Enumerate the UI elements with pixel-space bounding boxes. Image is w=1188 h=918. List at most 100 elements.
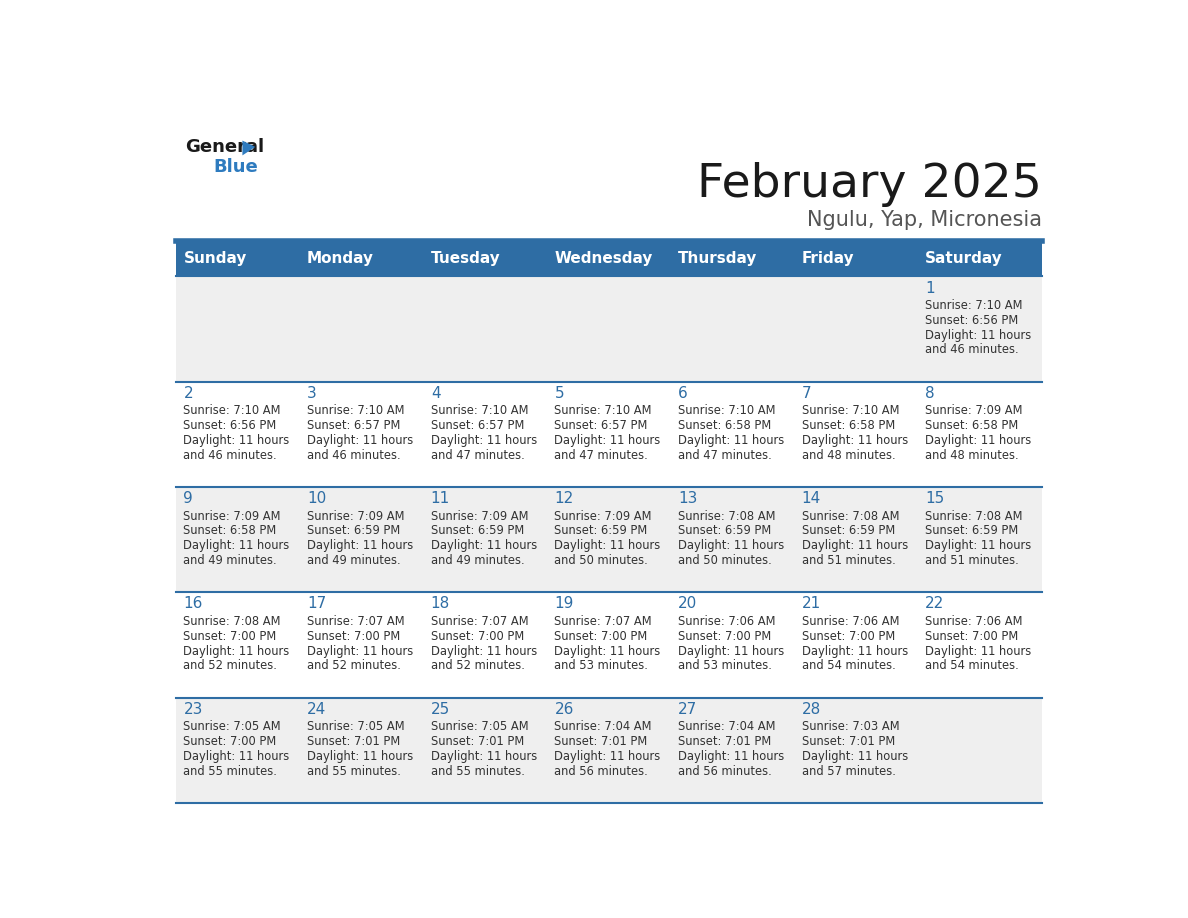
Text: Sunrise: 7:10 AM: Sunrise: 7:10 AM	[678, 404, 776, 417]
Text: Sunrise: 7:10 AM: Sunrise: 7:10 AM	[308, 404, 405, 417]
Text: Sunrise: 7:10 AM: Sunrise: 7:10 AM	[925, 299, 1023, 312]
Text: Daylight: 11 hours: Daylight: 11 hours	[678, 539, 784, 553]
Text: Sunset: 6:57 PM: Sunset: 6:57 PM	[431, 419, 524, 432]
Text: Sunset: 6:57 PM: Sunset: 6:57 PM	[308, 419, 400, 432]
Text: February 2025: February 2025	[696, 162, 1042, 207]
Text: Daylight: 11 hours: Daylight: 11 hours	[431, 434, 537, 447]
Bar	[299, 487, 423, 592]
Text: 15: 15	[925, 491, 944, 506]
Bar	[671, 698, 795, 803]
Text: 9: 9	[183, 491, 194, 506]
Text: Daylight: 11 hours: Daylight: 11 hours	[555, 434, 661, 447]
Text: Sunset: 7:01 PM: Sunset: 7:01 PM	[555, 735, 647, 748]
Text: Daylight: 11 hours: Daylight: 11 hours	[183, 434, 290, 447]
Bar	[423, 487, 546, 592]
Text: 4: 4	[431, 386, 441, 401]
Text: and 49 minutes.: and 49 minutes.	[431, 554, 524, 567]
Text: 18: 18	[431, 597, 450, 611]
Bar	[918, 698, 1042, 803]
Bar	[671, 276, 795, 382]
Text: 11: 11	[431, 491, 450, 506]
Text: and 55 minutes.: and 55 minutes.	[431, 765, 525, 778]
Text: Sunset: 7:01 PM: Sunset: 7:01 PM	[431, 735, 524, 748]
Text: 26: 26	[555, 701, 574, 717]
Bar	[795, 698, 918, 803]
Text: Saturday: Saturday	[925, 252, 1003, 266]
Text: and 48 minutes.: and 48 minutes.	[802, 449, 896, 462]
Text: Sunrise: 7:05 AM: Sunrise: 7:05 AM	[308, 721, 405, 733]
Polygon shape	[242, 140, 255, 155]
Text: Sunrise: 7:08 AM: Sunrise: 7:08 AM	[802, 509, 899, 522]
Text: Sunrise: 7:09 AM: Sunrise: 7:09 AM	[925, 404, 1023, 417]
Bar	[795, 592, 918, 698]
Text: 7: 7	[802, 386, 811, 401]
Text: 19: 19	[555, 597, 574, 611]
Text: Daylight: 11 hours: Daylight: 11 hours	[431, 644, 537, 657]
Bar	[918, 382, 1042, 487]
Bar	[795, 241, 918, 276]
Bar	[918, 276, 1042, 382]
Text: Daylight: 11 hours: Daylight: 11 hours	[183, 750, 290, 763]
Text: Sunset: 7:00 PM: Sunset: 7:00 PM	[802, 630, 895, 643]
Text: Daylight: 11 hours: Daylight: 11 hours	[678, 644, 784, 657]
Text: Daylight: 11 hours: Daylight: 11 hours	[802, 434, 908, 447]
Text: Daylight: 11 hours: Daylight: 11 hours	[802, 644, 908, 657]
Text: Sunrise: 7:09 AM: Sunrise: 7:09 AM	[431, 509, 529, 522]
Bar	[176, 241, 299, 276]
Text: 2: 2	[183, 386, 194, 401]
Text: and 46 minutes.: and 46 minutes.	[183, 449, 277, 462]
Bar	[546, 698, 671, 803]
Text: Sunrise: 7:09 AM: Sunrise: 7:09 AM	[555, 509, 652, 522]
Bar	[423, 276, 546, 382]
Bar	[918, 487, 1042, 592]
Text: Sunset: 7:00 PM: Sunset: 7:00 PM	[555, 630, 647, 643]
Text: Sunrise: 7:03 AM: Sunrise: 7:03 AM	[802, 721, 899, 733]
Text: 22: 22	[925, 597, 944, 611]
Text: Daylight: 11 hours: Daylight: 11 hours	[678, 434, 784, 447]
Text: and 47 minutes.: and 47 minutes.	[431, 449, 525, 462]
Text: and 49 minutes.: and 49 minutes.	[308, 554, 400, 567]
Text: Sunrise: 7:05 AM: Sunrise: 7:05 AM	[431, 721, 529, 733]
Text: 28: 28	[802, 701, 821, 717]
Text: and 55 minutes.: and 55 minutes.	[183, 765, 277, 778]
Text: and 54 minutes.: and 54 minutes.	[802, 659, 896, 672]
Text: Sunset: 6:56 PM: Sunset: 6:56 PM	[183, 419, 277, 432]
Text: Sunset: 6:57 PM: Sunset: 6:57 PM	[555, 419, 647, 432]
Bar	[671, 382, 795, 487]
Text: Daylight: 11 hours: Daylight: 11 hours	[678, 750, 784, 763]
Text: Sunrise: 7:06 AM: Sunrise: 7:06 AM	[802, 615, 899, 628]
Text: 5: 5	[555, 386, 564, 401]
Bar	[299, 698, 423, 803]
Bar	[671, 241, 795, 276]
Text: Sunset: 6:59 PM: Sunset: 6:59 PM	[925, 524, 1018, 537]
Text: Sunset: 6:59 PM: Sunset: 6:59 PM	[678, 524, 771, 537]
Bar	[423, 241, 546, 276]
Text: 10: 10	[308, 491, 327, 506]
Text: 24: 24	[308, 701, 327, 717]
Text: Daylight: 11 hours: Daylight: 11 hours	[925, 329, 1031, 341]
Text: and 56 minutes.: and 56 minutes.	[555, 765, 649, 778]
Text: 3: 3	[308, 386, 317, 401]
Text: Daylight: 11 hours: Daylight: 11 hours	[555, 539, 661, 553]
Text: Daylight: 11 hours: Daylight: 11 hours	[431, 750, 537, 763]
Text: and 47 minutes.: and 47 minutes.	[555, 449, 649, 462]
Text: and 57 minutes.: and 57 minutes.	[802, 765, 896, 778]
Text: and 51 minutes.: and 51 minutes.	[802, 554, 896, 567]
Bar	[176, 592, 299, 698]
Bar	[671, 487, 795, 592]
Text: Daylight: 11 hours: Daylight: 11 hours	[555, 644, 661, 657]
Text: and 51 minutes.: and 51 minutes.	[925, 554, 1019, 567]
Text: 6: 6	[678, 386, 688, 401]
Text: Sunrise: 7:07 AM: Sunrise: 7:07 AM	[431, 615, 529, 628]
Text: Sunset: 6:59 PM: Sunset: 6:59 PM	[431, 524, 524, 537]
Text: and 46 minutes.: and 46 minutes.	[308, 449, 400, 462]
Text: Sunset: 6:58 PM: Sunset: 6:58 PM	[183, 524, 277, 537]
Bar	[918, 592, 1042, 698]
Text: and 46 minutes.: and 46 minutes.	[925, 343, 1019, 356]
Bar	[423, 698, 546, 803]
Text: 12: 12	[555, 491, 574, 506]
Text: Daylight: 11 hours: Daylight: 11 hours	[925, 434, 1031, 447]
Text: Sunrise: 7:09 AM: Sunrise: 7:09 AM	[308, 509, 405, 522]
Text: Friday: Friday	[802, 252, 854, 266]
Bar	[299, 276, 423, 382]
